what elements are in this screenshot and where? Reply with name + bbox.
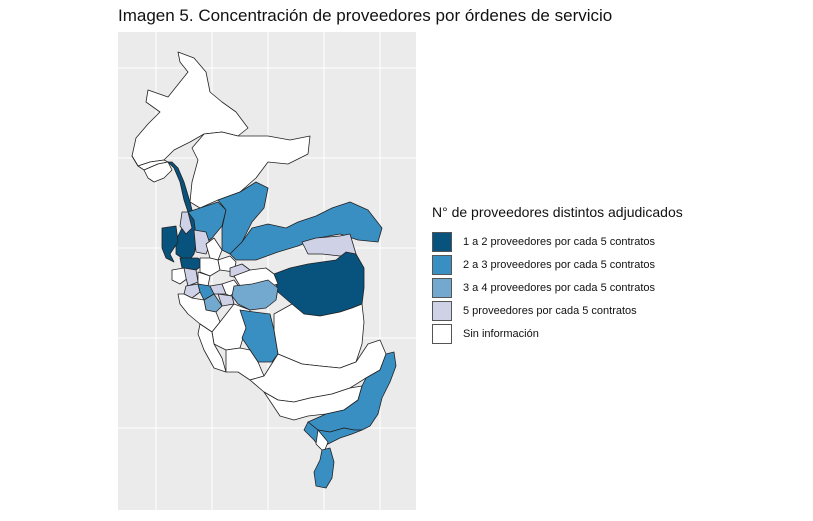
district-independencia <box>205 237 223 261</box>
legend-swatch <box>432 277 452 298</box>
legend-swatch <box>432 323 452 344</box>
legend-title: N° de proveedores distintos adjudicados <box>432 204 683 220</box>
legend-item-c5: Sin información <box>432 322 683 345</box>
district-pueblo-libre <box>183 283 201 299</box>
legend-item-c2: 2 a 3 proveedores por cada 5 contratos <box>432 253 683 276</box>
district-puente-piedra <box>189 131 311 209</box>
district-la-molina <box>231 279 279 311</box>
district-smp <box>179 211 193 235</box>
map-panel <box>118 32 416 510</box>
legend-label: 2 a 3 proveedores por cada 5 contratos <box>463 258 656 271</box>
legend-item-c3: 3 a 4 proveedores por cada 5 contratos <box>432 276 683 299</box>
legend-label: 5 proveedores por cada 5 contratos <box>463 304 637 317</box>
district-bellavista <box>171 267 189 285</box>
legend-label: 3 a 4 proveedores por cada 5 contratos <box>463 281 656 294</box>
legend-item-c4: 5 proveedores por cada 5 contratos <box>432 299 683 322</box>
districts <box>131 51 397 489</box>
district-lurigancho <box>229 201 383 261</box>
district-pucusana <box>313 447 335 489</box>
map-title: Imagen 5. Concentración de proveedores p… <box>118 6 613 25</box>
district-san-juan-miraflores <box>239 309 279 363</box>
district-map <box>118 32 416 510</box>
legend-swatch <box>432 300 452 321</box>
district-comas <box>143 161 173 183</box>
map-legend: N° de proveedores distintos adjudicados … <box>432 204 683 345</box>
legend-item-c1: 1 a 2 proveedores por cada 5 contratos <box>432 230 683 253</box>
legend-swatch <box>432 254 452 275</box>
legend-label: Sin información <box>463 327 539 340</box>
district-callao <box>161 225 179 263</box>
district-carmen-legua <box>183 267 199 287</box>
legend-label: 1 a 2 proveedores por cada 5 contratos <box>463 235 656 248</box>
district-magdalena <box>177 293 221 333</box>
district-ate-north <box>217 181 269 255</box>
legend-swatch <box>432 231 452 252</box>
